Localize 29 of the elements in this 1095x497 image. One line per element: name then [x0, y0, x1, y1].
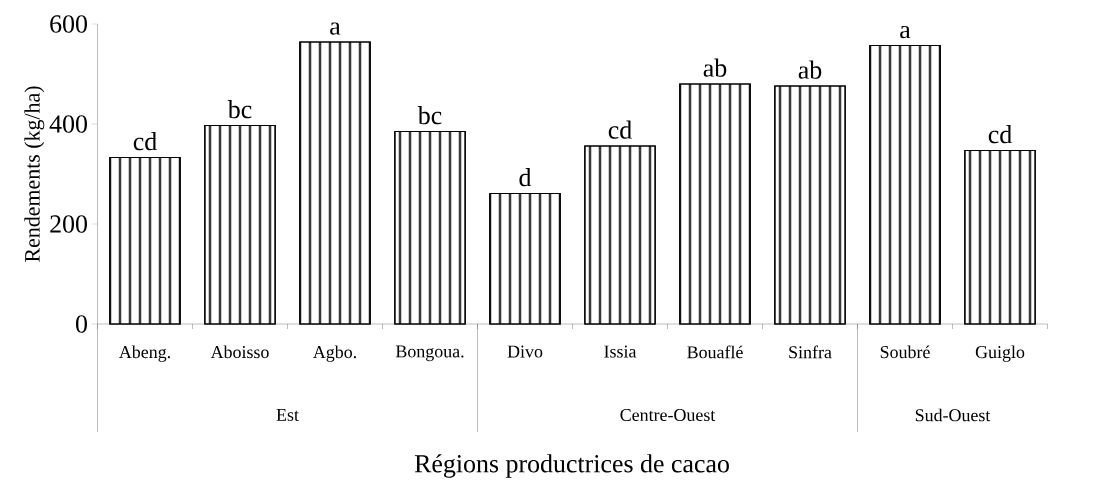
x-tick-label: Guiglo	[975, 345, 1025, 362]
data-label: a	[330, 22, 341, 35]
data-label: cd	[988, 125, 1012, 144]
x-tick-label: Aboisso	[210, 345, 269, 359]
y-tick-label: 400	[49, 115, 87, 133]
data-label: bc	[227, 100, 252, 119]
data-label: cd	[608, 120, 632, 139]
x-tick-label: Issia	[604, 345, 637, 358]
data-label: a	[900, 25, 911, 39]
text: Est	[276, 409, 299, 421]
y-tick-label: 200	[50, 215, 87, 233]
y-tick-label: 0	[76, 315, 87, 333]
text: Centre-Ouest	[620, 408, 716, 422]
y-tick-label: 600	[50, 15, 87, 33]
x-tick-label: Agbo.	[313, 345, 356, 362]
data-label: d	[519, 168, 532, 187]
x-tick-label: Sinfra	[789, 345, 832, 359]
x-axis-title: Régions productrices de cacao	[414, 454, 729, 478]
data-label: bc	[417, 106, 442, 125]
x-tick-label: Soubré	[880, 345, 930, 359]
x-tick-label: Divo	[507, 345, 543, 358]
x-tick-label: Abeng.	[119, 345, 170, 362]
y-axis-title: Rendements (kg/ha)	[24, 86, 45, 262]
data-label: ab	[703, 58, 727, 77]
data-label: ab	[798, 60, 822, 79]
data-label: cd	[133, 132, 157, 151]
x-tick-label: Bouaflé	[687, 345, 743, 359]
x-tick-label: Bongoua.	[395, 345, 464, 362]
text: Sud-Ouest	[915, 408, 991, 422]
